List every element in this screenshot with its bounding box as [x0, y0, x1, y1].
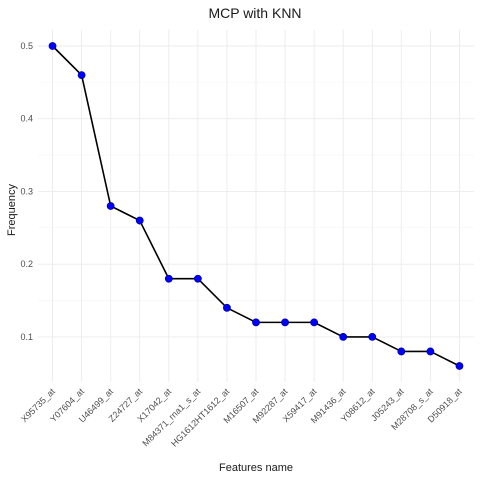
x-axis-title: Features name: [219, 462, 293, 474]
y-tick-label: 0.3: [20, 186, 33, 196]
y-tick-label: 0.2: [20, 259, 33, 269]
data-point: [339, 333, 348, 341]
data-point: [252, 318, 260, 327]
y-tick-label: 0.5: [20, 41, 33, 51]
data-point: [135, 216, 144, 225]
data-point: [193, 274, 202, 283]
data-point: [106, 202, 115, 210]
data-point: [455, 362, 464, 370]
y-axis-title: Frequency: [6, 184, 18, 236]
series: [48, 42, 464, 370]
y-tick-label: 0.4: [20, 114, 33, 124]
x-axis-ticks: X95735_atY07604_atU46499_atZ24727_atX170…: [19, 386, 464, 449]
y-axis-ticks: 0.1 0.2 0.3 0.4 0.5: [20, 41, 33, 342]
chart-title: MCP with KNN: [208, 5, 301, 21]
data-point: [223, 303, 231, 312]
data-point: [310, 318, 319, 327]
data-point: [48, 42, 57, 50]
data-point: [77, 71, 86, 79]
data-point: [426, 347, 435, 356]
grid: [38, 30, 474, 382]
data-point: [368, 333, 377, 341]
data-point: [397, 347, 406, 356]
data-point: [281, 318, 289, 327]
y-tick-label: 0.1: [20, 332, 33, 342]
data-point: [164, 274, 173, 283]
